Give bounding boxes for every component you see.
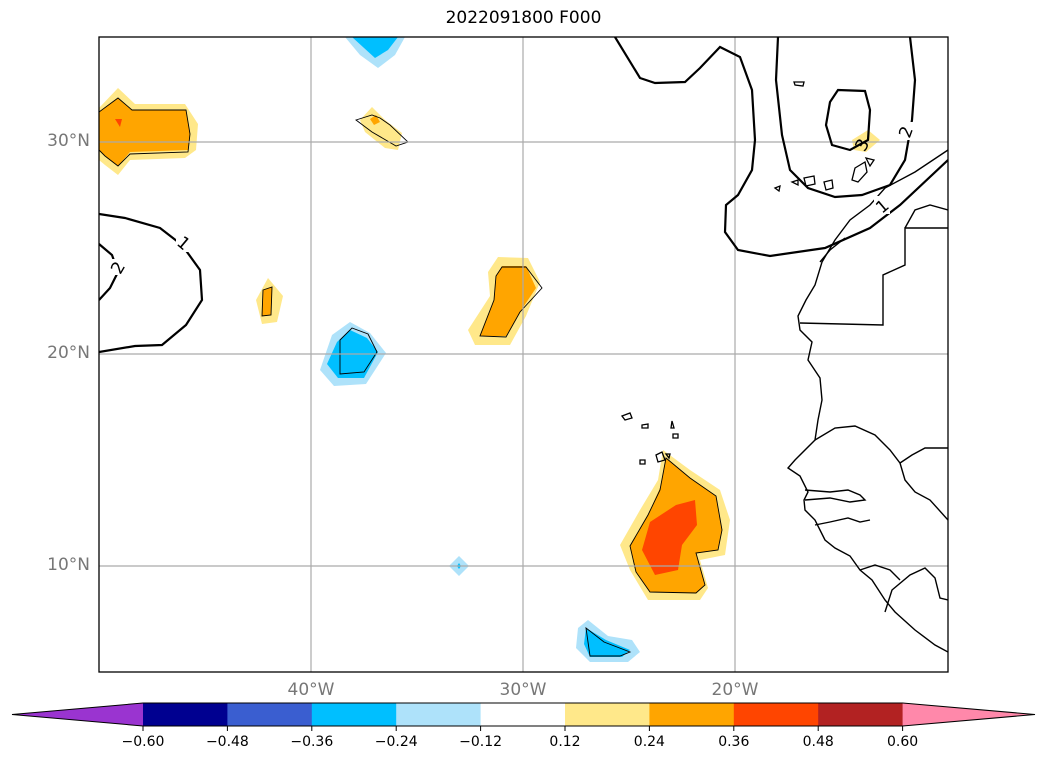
colorbar-swatch xyxy=(396,703,482,726)
lon-label: 20°W xyxy=(711,680,759,700)
colorbar-swatch xyxy=(649,703,735,726)
colorbar-extension-low xyxy=(12,703,143,726)
lon-label: 30°W xyxy=(499,680,547,700)
plot-frame xyxy=(98,36,949,673)
colorbar-swatch xyxy=(311,703,397,726)
warm-blob-nw xyxy=(99,98,190,166)
colorbar xyxy=(11,702,1036,731)
contour-labels: 1 2 1 2 3 xyxy=(107,122,918,278)
anomaly-outlines xyxy=(99,97,723,657)
shaded-anomalies xyxy=(99,37,880,662)
lat-label: 20°N xyxy=(47,343,90,363)
warm-blob-nw-core xyxy=(115,119,122,127)
warm-blob-se-core xyxy=(642,500,697,575)
colorbar-swatch xyxy=(818,703,904,726)
contour-ne-2 xyxy=(774,37,917,199)
contour-lines xyxy=(99,37,948,354)
contour-west-1 xyxy=(99,212,204,354)
colorbar-swatch xyxy=(143,703,228,726)
warm-blob-w xyxy=(262,287,272,316)
colorbar-tick-label: 0.12 xyxy=(549,734,581,750)
colorbar-tick-label: 0.24 xyxy=(633,734,665,750)
colorbar-swatch xyxy=(480,703,566,726)
colorbar-tick-label: 0.48 xyxy=(802,734,834,750)
colorbar-extension-high xyxy=(902,703,1035,726)
colorbar-tick-label: −0.24 xyxy=(374,734,418,750)
colorbar-tick-label: 0.36 xyxy=(718,734,750,750)
warm-blob-c xyxy=(480,266,536,336)
colorbar-tick-label: −0.36 xyxy=(290,734,334,750)
coastlines xyxy=(786,149,948,653)
contour-label: 1 xyxy=(872,196,893,218)
islands xyxy=(620,81,876,465)
map-title: 2022091800 F000 xyxy=(445,8,602,28)
warm-blob-small-n-core xyxy=(370,115,380,125)
lon-label: 40°W xyxy=(287,680,335,700)
contour-ne-1 xyxy=(614,37,948,258)
colorbar-tick-label: −0.12 xyxy=(459,734,503,750)
colorbar-tick-label: 0.60 xyxy=(887,734,919,750)
colorbar-tick-label: −0.60 xyxy=(121,734,165,750)
colorbar-swatch xyxy=(565,703,650,726)
contour-ne-3 xyxy=(824,88,872,152)
warm-blob-small-n-light xyxy=(360,107,402,150)
lat-label: 10°N xyxy=(47,555,90,575)
graticule xyxy=(99,37,948,672)
cold-blob-top xyxy=(352,37,398,58)
colorbar-swatch xyxy=(733,703,819,726)
lat-label: 30°N xyxy=(47,131,90,151)
colorbar-tick-label: −0.48 xyxy=(205,734,249,750)
colorbar-swatch xyxy=(227,703,313,726)
